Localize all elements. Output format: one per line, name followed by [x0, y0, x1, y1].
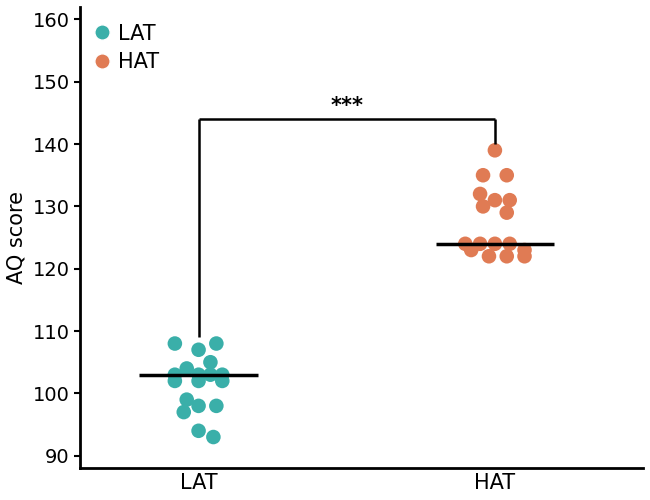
Point	[478, 202, 488, 210]
Point	[475, 190, 486, 198]
Point	[475, 240, 486, 248]
Point	[519, 252, 530, 260]
Point	[217, 370, 228, 378]
Point	[502, 208, 512, 216]
Point	[193, 427, 203, 435]
Point	[193, 377, 203, 385]
Point	[211, 340, 222, 347]
Point	[484, 252, 494, 260]
Point	[179, 408, 189, 416]
Point	[170, 340, 180, 347]
Point	[208, 433, 218, 441]
Point	[502, 171, 512, 179]
Point	[211, 402, 222, 410]
Point	[489, 146, 500, 154]
Point	[170, 370, 180, 378]
Point	[193, 346, 203, 354]
Point	[170, 377, 180, 385]
Point	[205, 358, 216, 366]
Point	[478, 171, 488, 179]
Point	[217, 377, 228, 385]
Point	[504, 240, 515, 248]
Point	[193, 370, 203, 378]
Y-axis label: AQ score: AQ score	[7, 191, 27, 284]
Point	[181, 396, 192, 404]
Point	[460, 240, 471, 248]
Text: ***: ***	[330, 96, 363, 116]
Point	[489, 240, 500, 248]
Point	[504, 196, 515, 204]
Point	[466, 246, 476, 254]
Point	[489, 196, 500, 204]
Point	[205, 370, 216, 378]
Point	[181, 364, 192, 372]
Point	[502, 252, 512, 260]
Point	[193, 402, 203, 410]
Legend: LAT, HAT: LAT, HAT	[90, 18, 165, 78]
Point	[519, 246, 530, 254]
